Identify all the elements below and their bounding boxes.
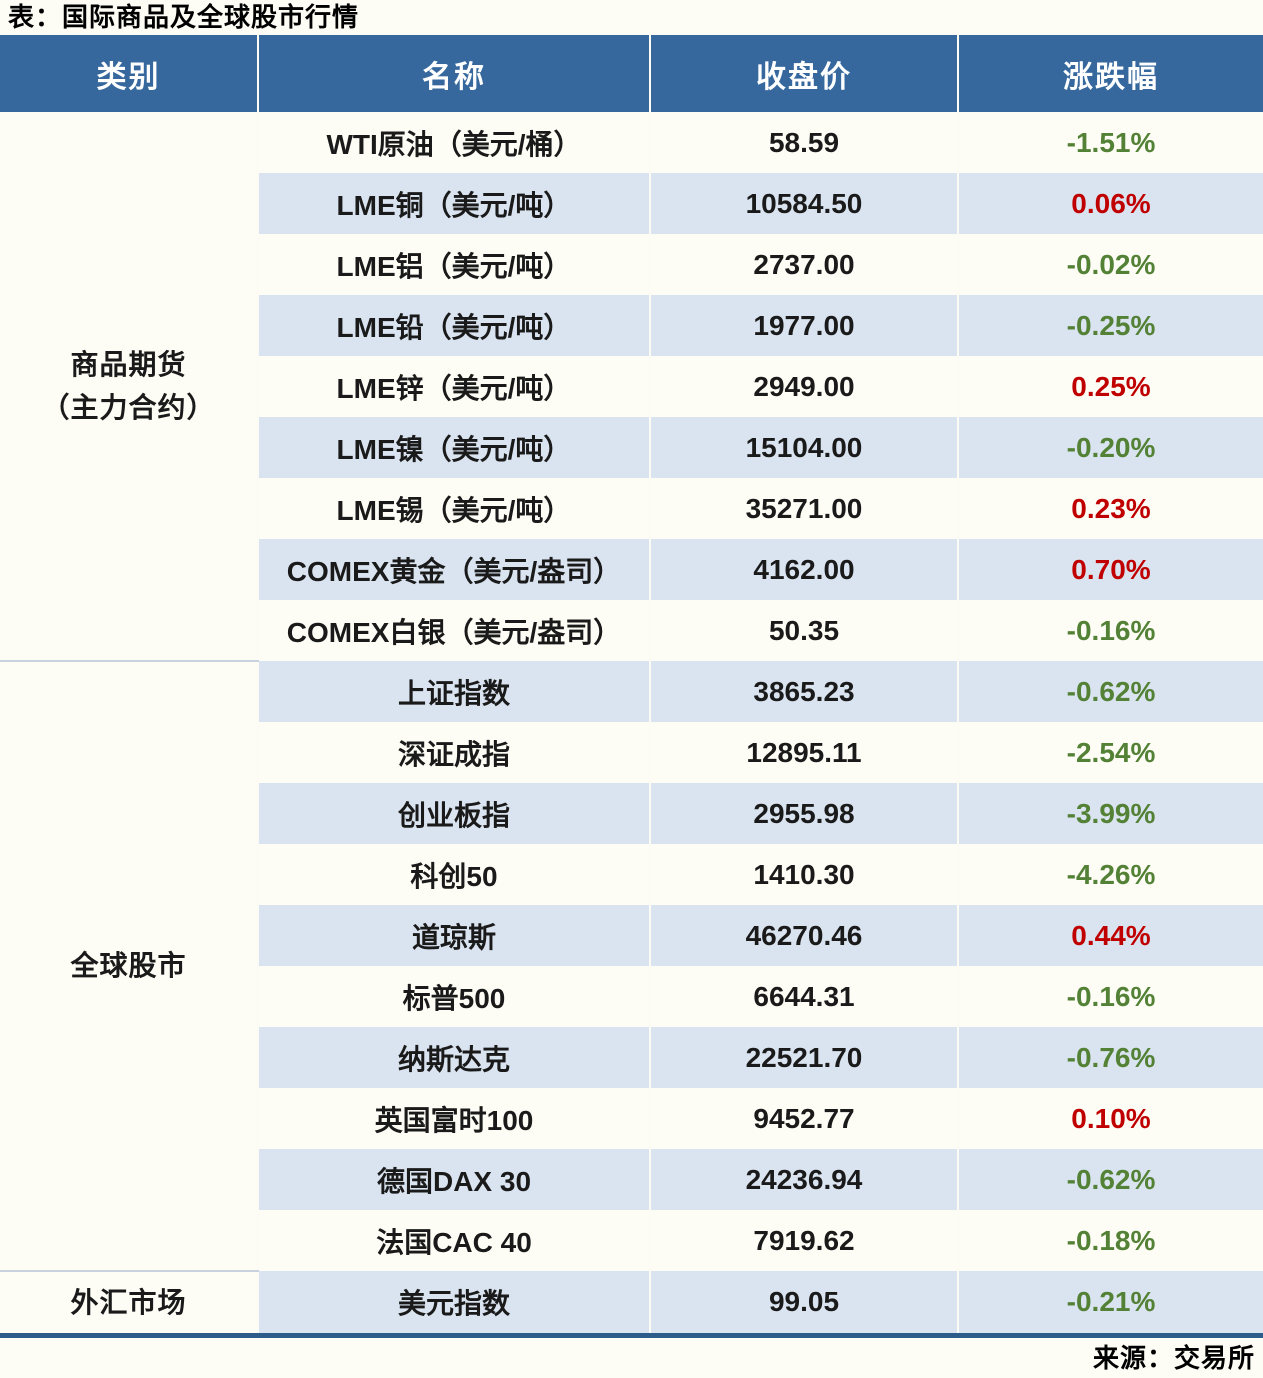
close-price: 4162.00 <box>650 539 959 600</box>
close-price: 10584.50 <box>650 173 959 234</box>
change-percent: -0.25% <box>958 295 1263 356</box>
table-row: 道琼斯 46270.46 0.44% <box>0 905 1263 966</box>
table-header: 类别 名称 收盘价 涨跌幅 <box>0 35 1263 112</box>
close-price: 58.59 <box>650 112 959 173</box>
close-price: 46270.46 <box>650 905 959 966</box>
instrument-name: 美元指数 <box>258 1271 651 1336</box>
change-percent: 0.70% <box>958 539 1263 600</box>
category-cell: 商品期货 （主力合约） <box>0 112 259 662</box>
table-row: 英国富时100 9452.77 0.10% <box>0 1088 1263 1149</box>
close-price: 99.05 <box>650 1271 959 1336</box>
close-price: 2949.00 <box>650 356 959 417</box>
market-table: 类别 名称 收盘价 涨跌幅 商品期货 （主力合约） WTI原油（美元/桶） 58.59… <box>0 35 1263 1338</box>
column-header-category: 类别 <box>0 35 259 112</box>
table-row: 商品期货 （主力合约） WTI原油（美元/桶） 58.59 -1.51% <box>0 112 1263 662</box>
category-cell: 外汇市场 <box>0 1271 259 1336</box>
table-body: 商品期货 （主力合约） WTI原油（美元/桶） 58.59 -1.51% LME铜（美元/… <box>0 112 1263 1336</box>
instrument-name: 上证指数 <box>258 661 651 722</box>
instrument-name: COMEX黄金（美元/盎司） <box>258 539 651 600</box>
table-row: 标普500 6644.31 -0.16% <box>0 966 1263 1027</box>
close-price: 1410.30 <box>650 844 959 905</box>
table-row: COMEX黄金（美元/盎司） 4162.00 0.70% <box>0 539 1263 600</box>
table-row: LME锌（美元/吨） 2949.00 0.25% <box>0 356 1263 417</box>
table-row: 纳斯达克 22521.70 -0.76% <box>0 1027 1263 1088</box>
instrument-name: LME铝（美元/吨） <box>258 234 651 295</box>
instrument-name: LME铜（美元/吨） <box>258 173 651 234</box>
column-header-close: 收盘价 <box>650 35 959 112</box>
close-price: 2737.00 <box>650 234 959 295</box>
change-percent: -0.02% <box>958 234 1263 295</box>
instrument-name: COMEX白银（美元/盎司） <box>258 600 651 661</box>
category-cell: 全球股市 <box>0 661 259 1272</box>
change-percent: -2.54% <box>958 722 1263 783</box>
page-title: 表：国际商品及全球股市行情 <box>8 2 360 32</box>
table-row: 创业板指 2955.98 -3.99% <box>0 783 1263 844</box>
close-price: 1977.00 <box>650 295 959 356</box>
instrument-name: 英国富时100 <box>258 1088 651 1149</box>
table-row: COMEX白银（美元/盎司） 50.35 -0.16% <box>0 600 1263 661</box>
change-percent: -0.62% <box>958 1149 1263 1210</box>
instrument-name: LME铅（美元/吨） <box>258 295 651 356</box>
close-price: 12895.11 <box>650 722 959 783</box>
instrument-name: 标普500 <box>258 966 651 1027</box>
instrument-name: 深证成指 <box>258 722 651 783</box>
change-percent: 0.10% <box>958 1088 1263 1149</box>
table-row: LME镍（美元/吨） 15104.00 -0.20% <box>0 417 1263 478</box>
table-row: 深证成指 12895.11 -2.54% <box>0 722 1263 783</box>
change-percent: -3.99% <box>958 783 1263 844</box>
change-percent: -4.26% <box>958 844 1263 905</box>
close-price: 15104.00 <box>650 417 959 478</box>
close-price: 35271.00 <box>650 478 959 539</box>
change-percent: -0.76% <box>958 1027 1263 1088</box>
column-header-name: 名称 <box>258 35 651 112</box>
close-price: 9452.77 <box>650 1088 959 1149</box>
close-price: 24236.94 <box>650 1149 959 1210</box>
column-header-change: 涨跌幅 <box>958 35 1263 112</box>
instrument-name: 法国CAC 40 <box>258 1210 651 1271</box>
close-price: 3865.23 <box>650 661 959 722</box>
table-row: LME铜（美元/吨） 10584.50 0.06% <box>0 173 1263 234</box>
change-percent: 0.25% <box>958 356 1263 417</box>
instrument-name: LME镍（美元/吨） <box>258 417 651 478</box>
close-price: 7919.62 <box>650 1210 959 1271</box>
table-row: LME锡（美元/吨） 35271.00 0.23% <box>0 478 1263 539</box>
instrument-name: LME锡（美元/吨） <box>258 478 651 539</box>
instrument-name: 科创50 <box>258 844 651 905</box>
table-row: 法国CAC 40 7919.62 -0.18% <box>0 1210 1263 1271</box>
header-row: 类别 名称 收盘价 涨跌幅 <box>0 35 1263 112</box>
source-note: 来源：交易所 <box>1092 1343 1255 1373</box>
close-price: 50.35 <box>650 600 959 661</box>
change-percent: -0.16% <box>958 600 1263 661</box>
instrument-name: LME锌（美元/吨） <box>258 356 651 417</box>
instrument-name: 德国DAX 30 <box>258 1149 651 1210</box>
change-percent: -0.16% <box>958 966 1263 1027</box>
instrument-name: 创业板指 <box>258 783 651 844</box>
close-price: 22521.70 <box>650 1027 959 1088</box>
change-percent: 0.23% <box>958 478 1263 539</box>
instrument-name: 纳斯达克 <box>258 1027 651 1088</box>
change-percent: -0.21% <box>958 1271 1263 1336</box>
instrument-name: WTI原油（美元/桶） <box>258 112 651 173</box>
change-percent: 0.44% <box>958 905 1263 966</box>
table-row: 德国DAX 30 24236.94 -0.62% <box>0 1149 1263 1210</box>
table-row: LME铝（美元/吨） 2737.00 -0.02% <box>0 234 1263 295</box>
instrument-name: 道琼斯 <box>258 905 651 966</box>
table-row: 全球股市 上证指数 3865.23 -0.62% <box>0 661 1263 1272</box>
change-percent: 0.06% <box>958 173 1263 234</box>
change-percent: -0.18% <box>958 1210 1263 1271</box>
close-price: 6644.31 <box>650 966 959 1027</box>
change-percent: -1.51% <box>958 112 1263 173</box>
change-percent: -0.62% <box>958 661 1263 722</box>
close-price: 2955.98 <box>650 783 959 844</box>
table-row: 外汇市场 美元指数 99.05 -0.21% <box>0 1271 1263 1336</box>
table-row: LME铅（美元/吨） 1977.00 -0.25% <box>0 295 1263 356</box>
table-row: 科创50 1410.30 -4.26% <box>0 844 1263 905</box>
change-percent: -0.20% <box>958 417 1263 478</box>
